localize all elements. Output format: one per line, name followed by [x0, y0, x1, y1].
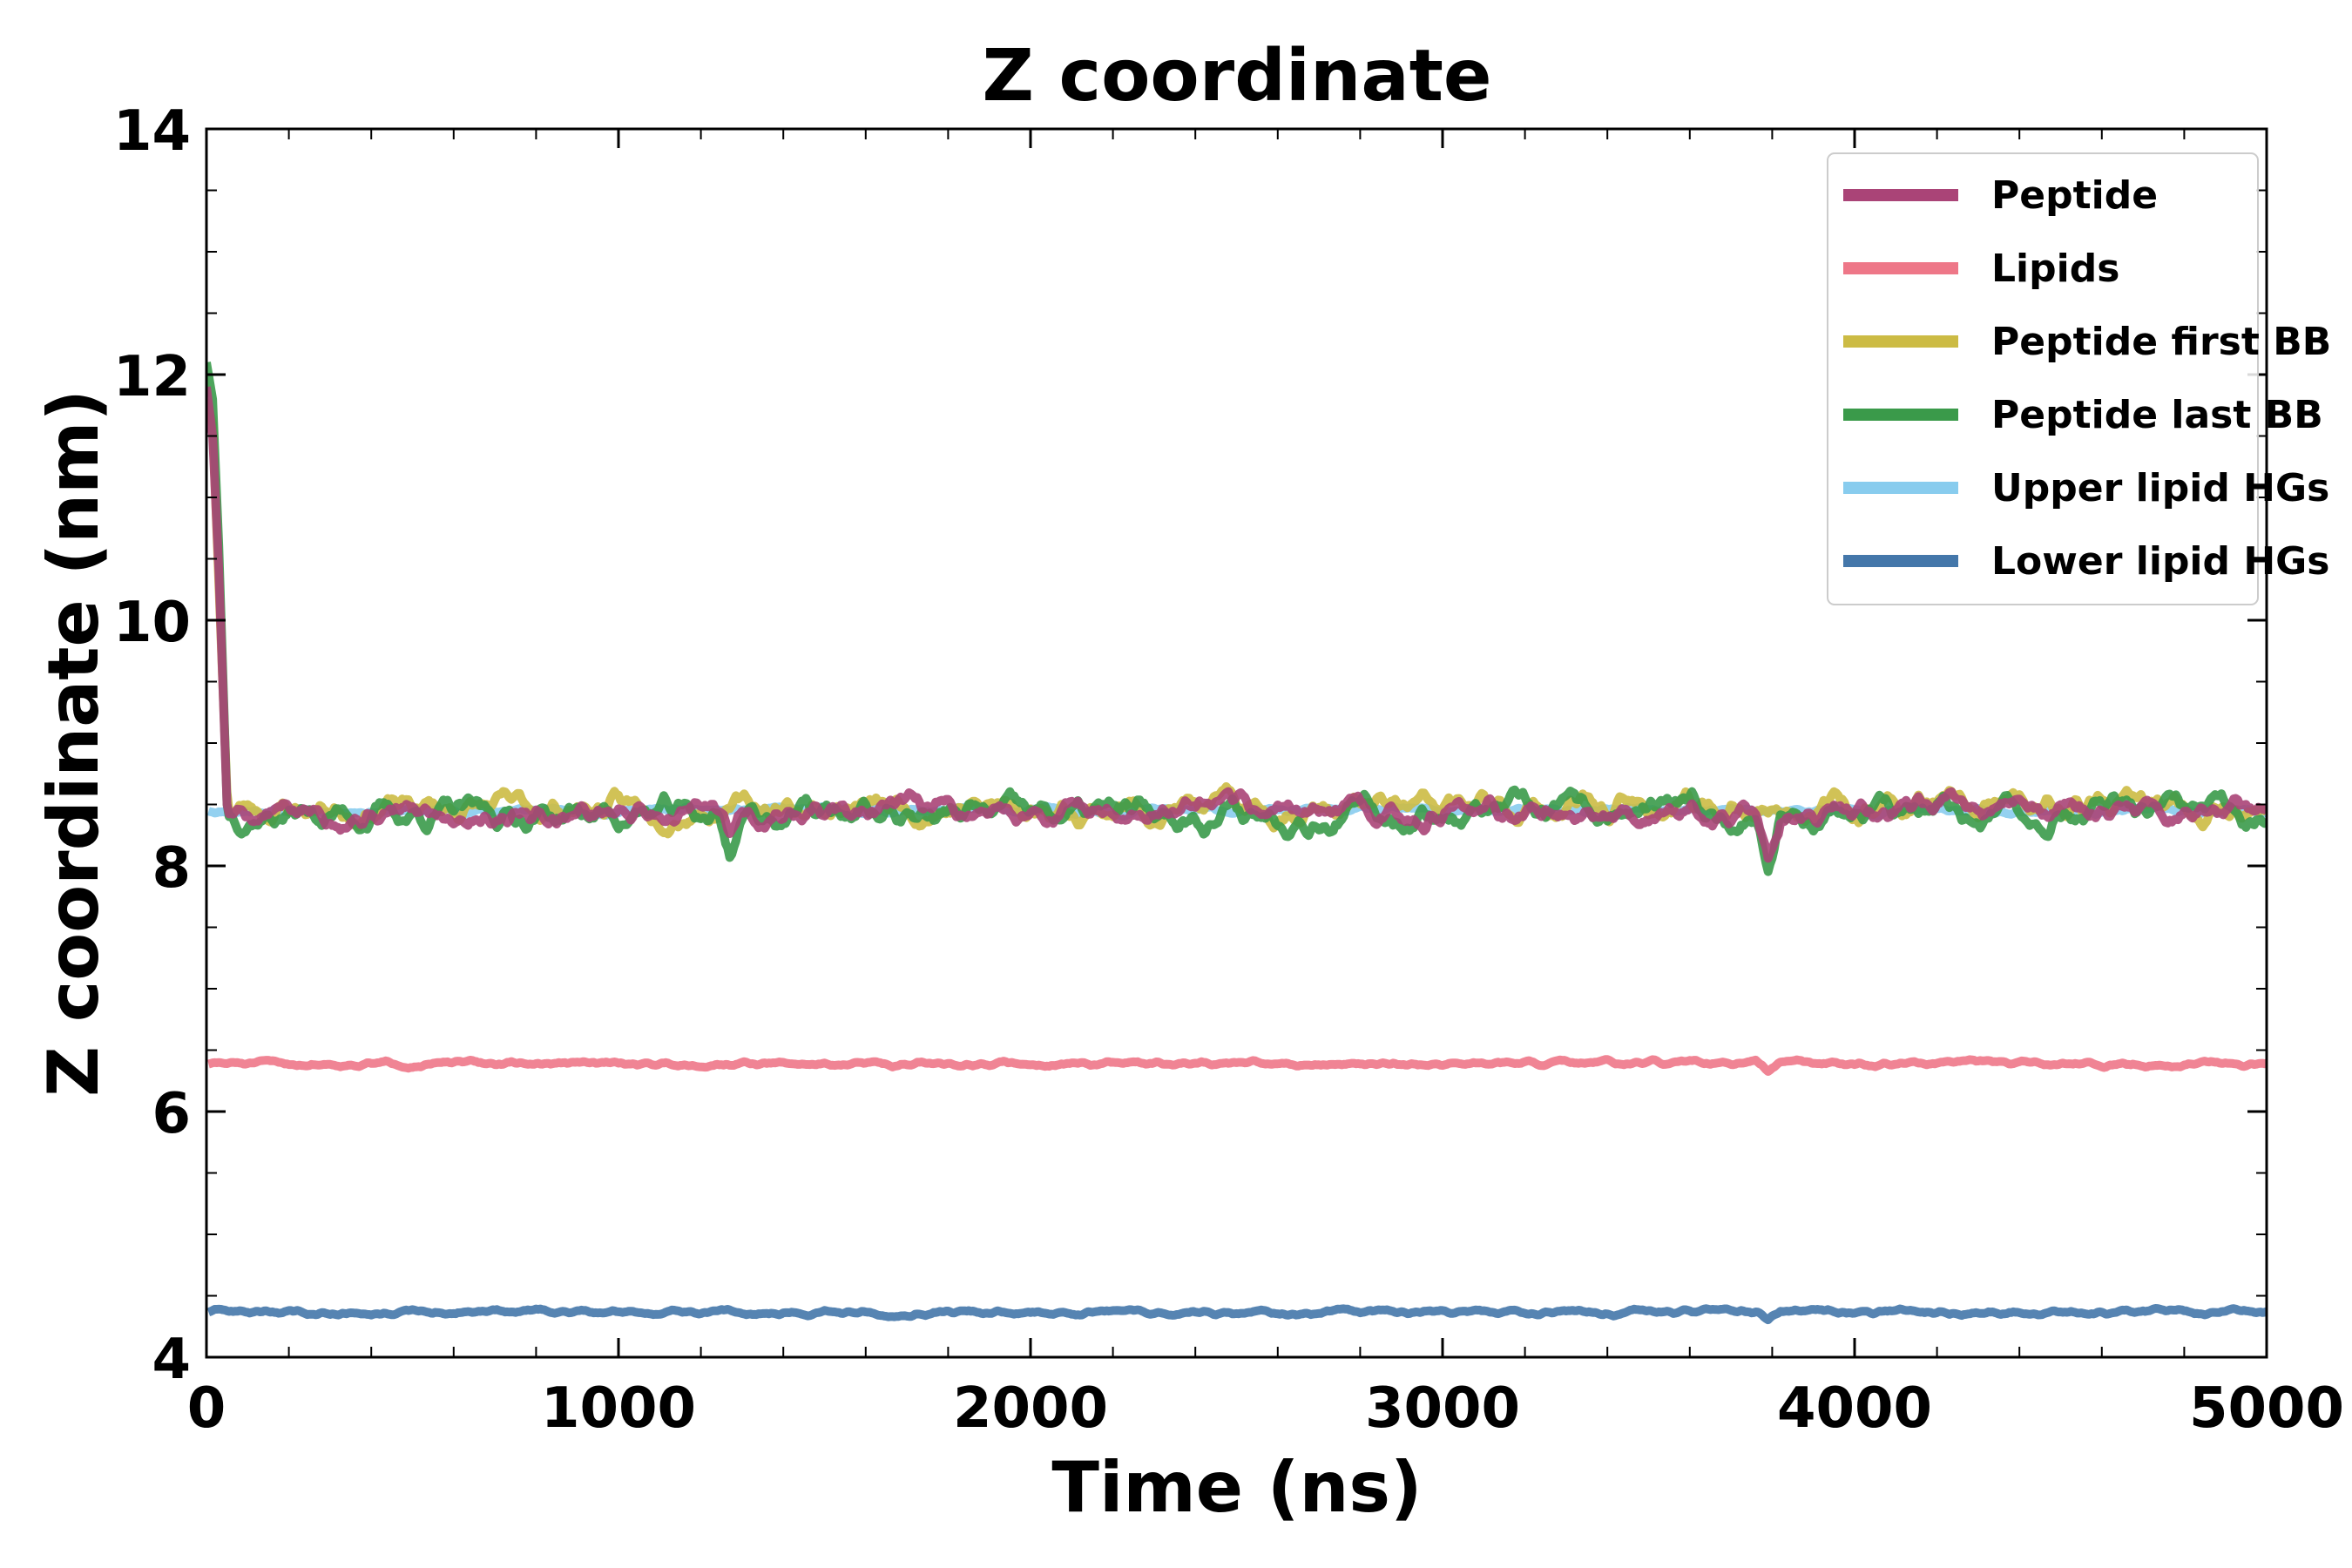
legend-label: Peptide first BB — [1991, 320, 2331, 364]
y-tick-label: 6 — [152, 1082, 191, 1146]
x-tick-label: 3000 — [1365, 1376, 1520, 1441]
x-tick-label: 0 — [187, 1376, 226, 1441]
legend-label: Lipids — [1991, 247, 2119, 291]
series-line-lipids — [206, 1055, 2267, 1076]
x-tick-label: 4000 — [1777, 1376, 1932, 1441]
y-tick-label: 8 — [152, 836, 191, 901]
y-tick-label: 10 — [113, 591, 191, 655]
legend-label: Peptide last BB — [1991, 393, 2323, 437]
y-axis-label: Z coordinate (nm) — [33, 389, 114, 1097]
series-line-peptide — [206, 386, 2267, 863]
chart-title: Z coordinate — [982, 35, 1491, 118]
axis-ticks: 0 1000 2000 3000 4000 5000 4 6 8 10 12 14 — [113, 99, 2344, 1441]
y-tick-label: 4 — [152, 1328, 191, 1392]
x-tick-label: 5000 — [2189, 1376, 2344, 1441]
y-tick-label: 12 — [113, 345, 191, 409]
legend-box — [1827, 152, 2259, 605]
x-tick-label: 2000 — [953, 1376, 1108, 1441]
legend: Peptide Lipids Peptide first BB Peptide las… — [1827, 152, 2331, 605]
x-axis-label: Time (ns) — [1051, 1447, 1422, 1528]
legend-label: Upper lipid HGs — [1991, 466, 2329, 510]
x-tick-label: 1000 — [541, 1376, 696, 1441]
series-line-lower-lipid-hgs — [206, 1304, 2267, 1325]
legend-label: Lower lipid HGs — [1991, 539, 2329, 584]
legend-label: Peptide — [1991, 173, 2158, 218]
y-tick-label: 14 — [113, 99, 191, 164]
